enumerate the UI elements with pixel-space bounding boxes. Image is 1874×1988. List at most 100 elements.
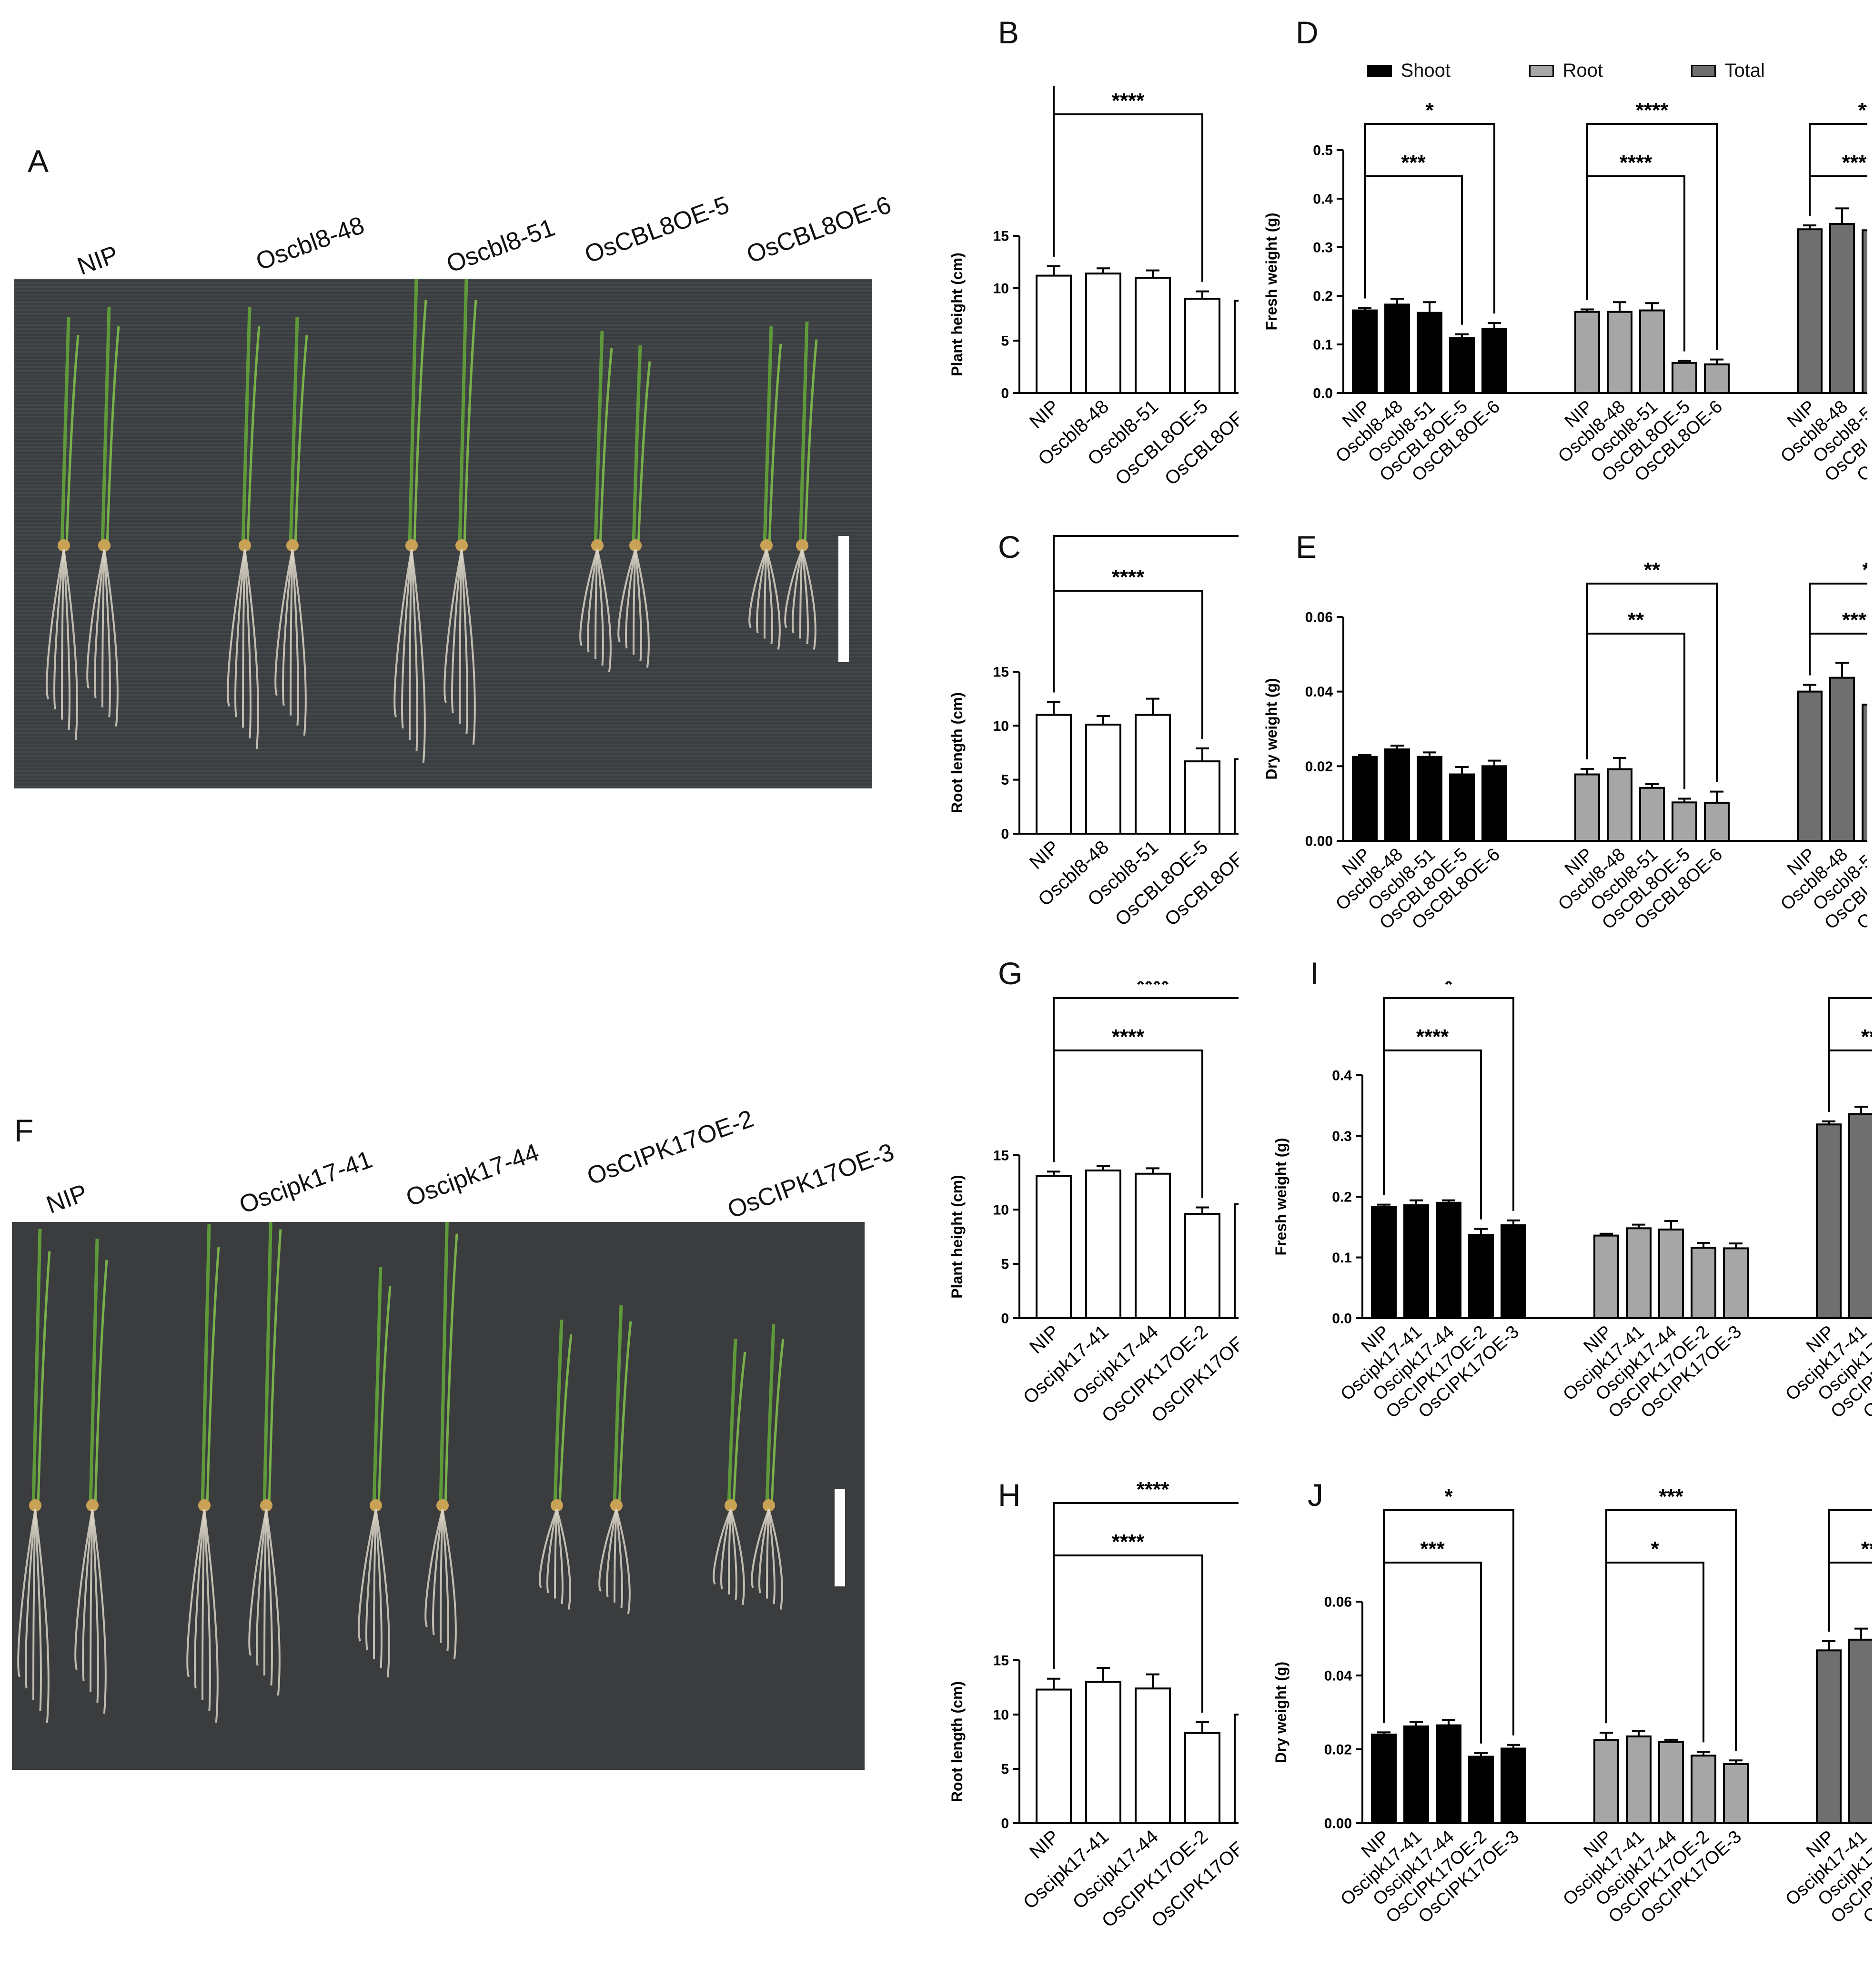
bar [1135, 1687, 1171, 1824]
seedling-root [358, 1509, 377, 1642]
panel-letter-f: F [14, 1113, 34, 1148]
seedling-leaf [268, 1229, 282, 1506]
seedling-root [635, 549, 650, 668]
scale-bar [838, 536, 849, 662]
bar [1816, 1123, 1842, 1319]
bar [1862, 704, 1867, 842]
bar [1234, 1203, 1239, 1319]
y-axis-label: Root length (cm) [948, 692, 966, 813]
significance-bracket [1605, 1562, 1704, 1743]
significance-bracket [1383, 1562, 1482, 1744]
bar [1848, 1113, 1872, 1319]
bar [1468, 1756, 1494, 1824]
seedling-photo-f [12, 1222, 865, 1770]
seedling-seed [763, 1499, 775, 1512]
seedling-root [728, 1509, 732, 1595]
significance-bracket [1053, 86, 1055, 257]
seedling-root [91, 1509, 99, 1703]
photo-label: NIP [73, 240, 122, 281]
seedling-root [801, 549, 816, 650]
photo-label: NIP [42, 1179, 91, 1220]
seedling-leaf [770, 1339, 785, 1506]
bar [1481, 765, 1507, 842]
legend-item-shoot: Shoot [1367, 60, 1451, 81]
bar [1085, 1681, 1121, 1824]
bar [1704, 802, 1730, 842]
seedling-photo-a-drawing [14, 279, 872, 788]
y-tick-label: 0 [1001, 1816, 1009, 1832]
seedling-root [730, 1509, 737, 1600]
bar [1085, 272, 1121, 394]
bar [1626, 1735, 1652, 1824]
y-tick-label: 0.02 [1305, 759, 1333, 775]
x-tick-label: NIP [1026, 396, 1063, 433]
bar [1691, 1247, 1716, 1319]
significance-label: **** [1842, 608, 1867, 632]
seedling-root [373, 1509, 377, 1660]
y-axis-label: Dry weight (g) [1272, 1662, 1290, 1763]
y-tick-label: 0.3 [1332, 1129, 1352, 1144]
significance-bracket [1586, 175, 1685, 352]
seedling-root [401, 549, 413, 729]
seedling-shoot [241, 307, 252, 546]
seedling-seed [29, 1499, 41, 1512]
seedling-shoot [632, 345, 642, 546]
seedling-root [265, 1509, 281, 1696]
seedling-root [596, 549, 612, 673]
bar [1234, 300, 1239, 394]
y-tick-label: 10 [993, 281, 1009, 297]
seedling-root [203, 1509, 219, 1723]
bar [1384, 303, 1410, 394]
photo-label: Oscipk17-44 [402, 1138, 543, 1212]
seedling-root [25, 1509, 36, 1689]
seedling-root [375, 1509, 390, 1678]
seedling-root [625, 549, 636, 649]
bar [1371, 1206, 1397, 1319]
bar [1501, 1747, 1526, 1825]
y-tick-label: 10 [993, 718, 1009, 734]
seedling-root [546, 1509, 558, 1594]
seedling-shoot [289, 316, 299, 546]
seedling-shoot [613, 1305, 623, 1506]
photo-label: Oscipk17-41 [235, 1145, 376, 1220]
seedling-root [792, 549, 803, 634]
seedling-leaf [444, 1233, 458, 1506]
significance-label: **** [1112, 1025, 1145, 1049]
y-tick-label: 10 [993, 1202, 1009, 1218]
bar [1184, 760, 1220, 835]
photo-label: OsCBL8OE-5 [581, 191, 733, 269]
seedling-root [443, 549, 463, 703]
y-tick-label: 0 [1001, 386, 1009, 402]
y-tick-label: 0.4 [1332, 1068, 1352, 1084]
y-tick-label: 0.1 [1332, 1250, 1352, 1266]
seedling-root [617, 549, 636, 643]
seedling-root [63, 549, 71, 730]
x-tick-label: NIP [1026, 1826, 1063, 1863]
seedling-root [451, 549, 463, 714]
seedling-seed [551, 1499, 563, 1512]
y-tick-label: 5 [1001, 1762, 1009, 1777]
bar [1672, 362, 1697, 394]
panel-letter-j: J [1308, 1477, 1323, 1513]
seedling-seed [591, 539, 604, 552]
seedling-root [461, 549, 476, 745]
seedling-seed [629, 539, 642, 552]
seedling-root [442, 1509, 457, 1660]
significance-label: ** [1628, 608, 1644, 632]
panel-letter-i: I [1310, 956, 1319, 991]
legend-label: Shoot [1400, 60, 1451, 81]
significance-bracket [1605, 1509, 1737, 1751]
y-axis-label: Dry weight (g) [1263, 678, 1280, 779]
bar [1135, 1172, 1171, 1319]
significance-bracket [1364, 175, 1463, 325]
seedling-root [633, 549, 636, 655]
seedling-shoot [439, 1222, 449, 1506]
significance-bracket [1053, 997, 1239, 1162]
seedling-leaf [206, 1247, 220, 1506]
seedling-root [101, 549, 105, 708]
bar [1658, 1741, 1684, 1824]
seedling-root [766, 1509, 770, 1599]
